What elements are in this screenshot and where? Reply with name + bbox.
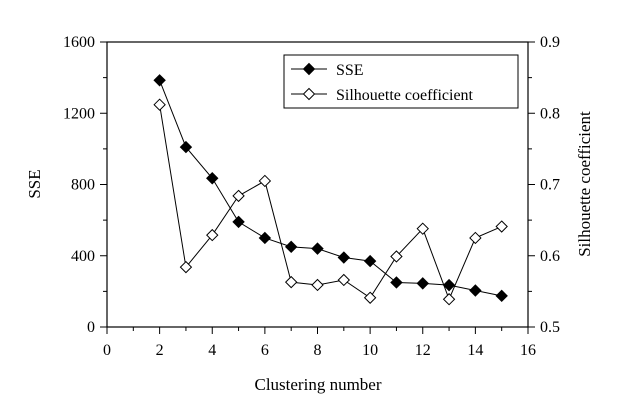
data-point-sse bbox=[469, 284, 482, 297]
y2-tick-label: 0.5 bbox=[540, 319, 560, 336]
y-tick-label: 0 bbox=[87, 319, 95, 336]
legend-marker-sse bbox=[302, 62, 316, 76]
data-point-sse bbox=[337, 251, 351, 264]
data-point-silhouette-coefficient bbox=[390, 250, 403, 263]
y-tick-label: 400 bbox=[71, 248, 95, 265]
x-tick-label: 12 bbox=[415, 342, 431, 359]
data-point-sse bbox=[442, 278, 456, 292]
y-axis-title: SSE bbox=[25, 169, 44, 198]
data-point-sse bbox=[179, 140, 193, 154]
data-point-sse bbox=[232, 215, 245, 229]
data-point-silhouette-coefficient bbox=[311, 278, 324, 292]
data-point-sse bbox=[390, 276, 403, 289]
y2-tick-label: 0.6 bbox=[540, 248, 560, 265]
x-tick-label: 14 bbox=[467, 342, 483, 359]
data-point-silhouette-coefficient bbox=[442, 293, 456, 306]
x-tick-label: 10 bbox=[362, 342, 378, 359]
data-point-sse bbox=[153, 74, 166, 87]
x-tick-label: 6 bbox=[261, 342, 269, 359]
legend-label-sse: SSE bbox=[336, 62, 364, 79]
data-point-sse bbox=[258, 231, 272, 245]
data-point-silhouette-coefficient bbox=[232, 189, 245, 203]
legend-box bbox=[283, 54, 519, 109]
data-point-sse bbox=[206, 172, 219, 185]
series-line-silhouette-coefficient bbox=[159, 104, 502, 301]
x-tick-label: 2 bbox=[156, 342, 164, 359]
x-axis-title: Clustering number bbox=[254, 375, 381, 394]
data-point-silhouette-coefficient bbox=[258, 174, 272, 188]
y2-tick-label: 0.7 bbox=[540, 177, 560, 194]
data-point-silhouette-coefficient bbox=[179, 260, 193, 274]
x-tick-label: 4 bbox=[208, 342, 216, 359]
x-tick-label: 8 bbox=[314, 342, 322, 359]
data-point-silhouette-coefficient bbox=[495, 220, 508, 233]
data-point-silhouette-coefficient bbox=[206, 228, 219, 242]
data-point-sse bbox=[363, 254, 377, 268]
data-point-silhouette-coefficient bbox=[363, 291, 377, 304]
legend-marker-silhouette bbox=[302, 87, 316, 101]
legend: SSE Silhouette coefficient bbox=[283, 54, 519, 109]
y-tick-label: 1200 bbox=[63, 105, 95, 122]
y2-tick-label: 0.9 bbox=[540, 34, 560, 51]
data-point-silhouette-coefficient bbox=[337, 273, 351, 287]
legend-label-silhouette: Silhouette coefficient bbox=[336, 87, 474, 104]
plot-marks bbox=[153, 74, 508, 306]
data-point-sse bbox=[495, 289, 508, 303]
y-tick-label: 800 bbox=[71, 177, 95, 194]
data-point-silhouette-coefficient bbox=[416, 222, 429, 235]
series-line-sse bbox=[159, 80, 502, 297]
data-point-sse bbox=[311, 242, 324, 255]
x-tick-label: 16 bbox=[520, 342, 536, 359]
data-point-silhouette-coefficient bbox=[284, 275, 298, 289]
y2-tick-label: 0.8 bbox=[540, 105, 560, 122]
data-point-silhouette-coefficient bbox=[469, 231, 482, 245]
data-point-sse bbox=[416, 277, 429, 290]
y2-axis-title: Silhouette coefficient bbox=[575, 111, 594, 257]
y-tick-label: 1600 bbox=[63, 34, 95, 51]
data-point-sse bbox=[284, 240, 298, 254]
axis-ticks: 0 2 4 6 8 10 12 14 16 0 400 800 1200 1600 0.5 0.6 0.7 0.8… bbox=[63, 34, 560, 359]
data-point-silhouette-coefficient bbox=[153, 98, 166, 111]
x-tick-label: 0 bbox=[103, 342, 111, 359]
